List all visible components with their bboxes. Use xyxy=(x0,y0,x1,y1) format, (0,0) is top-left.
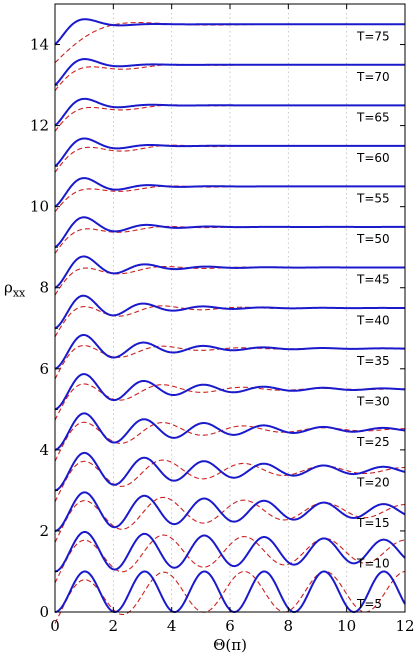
temperature-label: T=30 xyxy=(356,394,390,408)
y-tick-label: 0 xyxy=(39,603,49,621)
x-tick-label: 12 xyxy=(395,617,414,635)
y-tick-label: 4 xyxy=(39,441,49,459)
temperature-label: T=55 xyxy=(356,192,390,206)
x-tick-label: 2 xyxy=(109,617,119,635)
x-tick-label: 10 xyxy=(337,617,356,635)
solid-series-line xyxy=(54,216,405,249)
solid-series-group xyxy=(54,18,406,614)
x-tick-label: 0 xyxy=(50,617,60,635)
y-tick-label: 14 xyxy=(30,36,49,54)
x-axis-label: Θ(π) xyxy=(213,636,247,654)
solid-series-line xyxy=(54,137,405,167)
temperature-label: T=50 xyxy=(356,232,390,246)
axis-ticks: 0 2 4 6 8 10 12 0 2 4 6 8 10 12 14 xyxy=(30,3,415,635)
y-tick-label: 6 xyxy=(39,360,49,378)
y-axis-label-main: ρ xyxy=(4,279,13,297)
x-tick-label: 6 xyxy=(225,617,235,635)
temperature-labels: T=5 T=10 T=15 T=20 T=25 T=30 T=35 T=40 T=45 T=50 T… xyxy=(356,30,390,611)
temperature-label: T=35 xyxy=(356,354,390,368)
dashed-series-line xyxy=(54,421,405,462)
x-tick-label: 4 xyxy=(167,617,177,635)
temperature-label: T=45 xyxy=(356,273,390,287)
y-tick-label: 12 xyxy=(30,117,49,135)
solid-series-line xyxy=(54,530,406,573)
temperature-label: T=5 xyxy=(356,597,382,611)
solid-series-line xyxy=(54,333,405,370)
x-tick-label: 8 xyxy=(284,617,294,635)
temperature-label: T=65 xyxy=(356,111,390,125)
temperature-label: T=20 xyxy=(356,475,390,489)
temperature-label: T=10 xyxy=(356,556,390,570)
temperature-label: T=60 xyxy=(356,151,390,165)
temperature-label: T=25 xyxy=(356,435,390,449)
solid-series-line xyxy=(54,570,406,614)
dashed-series-line xyxy=(54,496,406,543)
solid-series-line xyxy=(54,177,405,208)
temperature-label: T=15 xyxy=(356,516,390,530)
solid-series-line xyxy=(54,18,405,46)
solid-series-line xyxy=(54,451,406,492)
dashed-series-line xyxy=(54,22,405,64)
y-axis-label: ρxx xyxy=(4,279,26,300)
solid-series-line xyxy=(54,373,406,411)
y-axis-label-subscript: xx xyxy=(13,287,26,300)
temperature-label: T=70 xyxy=(356,70,390,84)
solid-series-line xyxy=(54,491,406,532)
solid-series-line xyxy=(54,412,406,451)
dashed-series-line xyxy=(54,534,406,584)
solid-series-line xyxy=(54,255,405,289)
temperature-label: T=75 xyxy=(356,30,390,44)
solid-series-line xyxy=(54,294,405,330)
solid-series-line xyxy=(54,97,405,127)
temperature-label: T=40 xyxy=(356,313,390,327)
dashed-series-line xyxy=(54,570,406,624)
y-tick-label: 10 xyxy=(30,198,49,216)
y-tick-label: 2 xyxy=(39,522,49,540)
y-tick-label: 8 xyxy=(39,279,49,297)
solid-series-line xyxy=(54,58,405,86)
